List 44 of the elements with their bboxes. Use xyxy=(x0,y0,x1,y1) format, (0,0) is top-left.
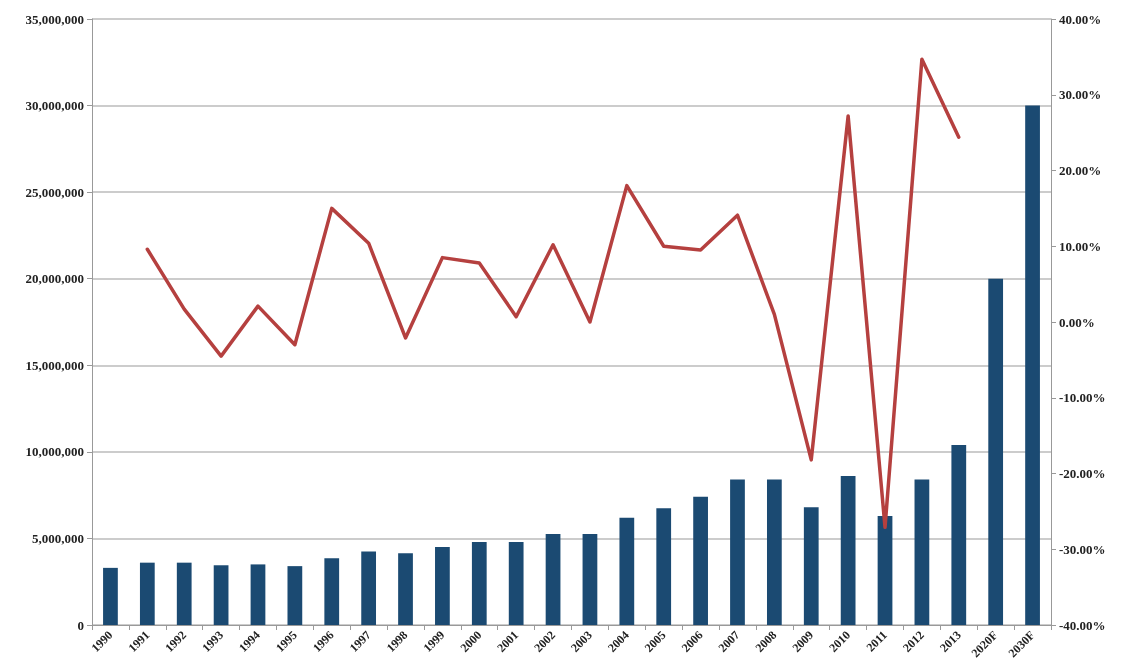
bar xyxy=(951,444,967,625)
y-tick-label: 15,000,000 xyxy=(25,357,84,373)
bar xyxy=(324,558,340,625)
bar xyxy=(508,541,524,625)
y-tick-label: 0 xyxy=(77,617,84,633)
bar xyxy=(176,562,192,625)
bar xyxy=(914,479,930,625)
bar xyxy=(656,508,672,625)
y-tick-label: 10,000,000 xyxy=(25,444,84,460)
y2-tick-label: 20.00% xyxy=(1059,163,1102,178)
bar xyxy=(213,565,229,625)
line-series xyxy=(145,57,961,530)
y2-tick-label: -40.00% xyxy=(1059,617,1106,633)
y2-tick-label: 0.00% xyxy=(1059,314,1095,330)
bar xyxy=(287,566,303,625)
y2-tick-label: 30.00% xyxy=(1059,87,1102,103)
bar xyxy=(545,534,561,625)
bar xyxy=(250,564,266,625)
bar xyxy=(398,553,413,625)
bar xyxy=(840,476,856,625)
y2-tick-label: -30.00% xyxy=(1059,541,1106,557)
y-tick-label: 35,000,000 xyxy=(25,11,84,27)
bar xyxy=(582,534,598,625)
y2-tick-label: -10.00% xyxy=(1059,390,1106,406)
bar xyxy=(619,517,635,625)
bar xyxy=(766,479,782,625)
y2-tick-label: 40.00% xyxy=(1059,11,1102,27)
bar xyxy=(988,278,1004,625)
bar xyxy=(471,541,487,625)
y-tick-label: 5,000,000 xyxy=(32,530,84,546)
bar xyxy=(730,479,745,625)
bar xyxy=(877,515,893,625)
bar xyxy=(1025,105,1040,625)
y-tick-label: 20,000,000 xyxy=(25,271,84,287)
bar xyxy=(803,507,819,625)
y-tick-label: 30,000,000 xyxy=(25,98,84,114)
bar xyxy=(435,547,450,625)
bar xyxy=(139,562,155,625)
y2-tick-label: 10.00% xyxy=(1059,238,1102,254)
y-tick-label: 25,000,000 xyxy=(25,184,84,200)
bar xyxy=(103,567,118,625)
y2-tick-label: -20.00% xyxy=(1059,466,1106,481)
bar xyxy=(693,496,708,625)
bar xyxy=(361,551,377,625)
